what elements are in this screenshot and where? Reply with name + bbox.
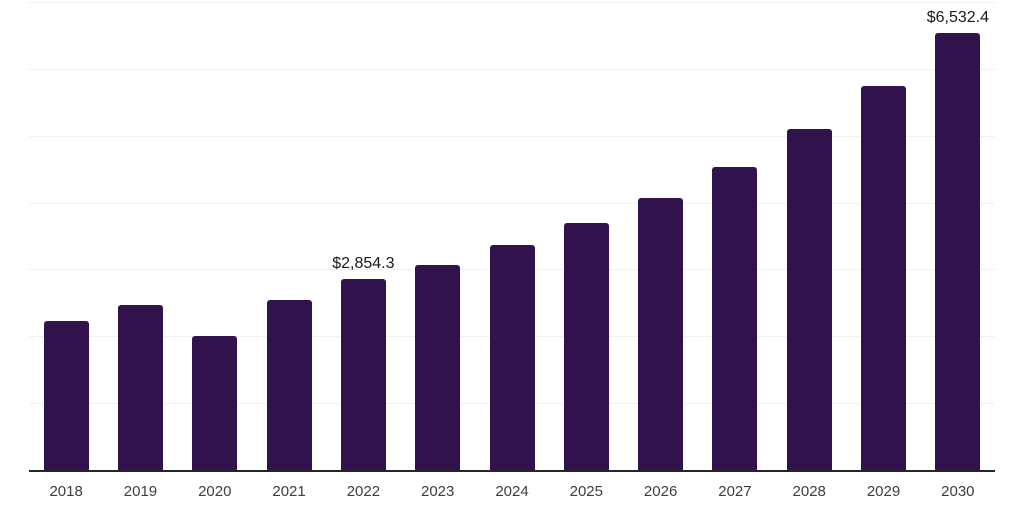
bar-2027 [712,166,758,470]
x-tick-2018: 2018 [49,483,83,500]
value-label-2022: $2,854.3 [332,255,395,273]
x-tick-2026: 2026 [643,483,678,500]
x-axis-line [29,470,995,472]
value-label-2030: $6,532.4 [926,9,989,27]
bar-2020 [192,335,238,470]
bar-2028 [786,129,832,470]
gridline-7000 [29,2,995,3]
x-tick-2021: 2021 [272,483,306,500]
bar-2026 [638,198,684,470]
bar-2021 [266,299,312,470]
bar-2029 [861,85,907,470]
x-tick-2029: 2029 [866,483,901,500]
bar-2022 [340,279,386,470]
x-tick-2030: 2030 [941,483,975,500]
bar-2030 [935,33,981,470]
bar-2023 [415,265,461,470]
x-tick-2020: 2020 [198,483,232,500]
x-tick-2023: 2023 [421,483,455,500]
gridline-5000 [29,135,995,137]
x-tick-2019: 2019 [123,483,158,500]
bar-2024 [489,245,535,470]
x-tick-2027: 2027 [718,483,752,500]
gridline-6000 [29,68,995,70]
plot-area: $2,854.3 $6,532.4 [29,2,995,470]
bar-2018 [43,320,89,470]
gridline-4000 [29,202,995,204]
x-tick-2028: 2028 [792,483,826,500]
x-tick-2024: 2024 [495,483,529,500]
x-tick-2022: 2022 [346,483,381,500]
x-axis-labels: 2018 2019 2020 2021 2022 2023 2024 2025 2026 2027… [29,483,995,503]
x-tick-2025: 2025 [569,483,603,500]
bar-2019 [117,305,163,470]
bar-2025 [563,222,609,470]
